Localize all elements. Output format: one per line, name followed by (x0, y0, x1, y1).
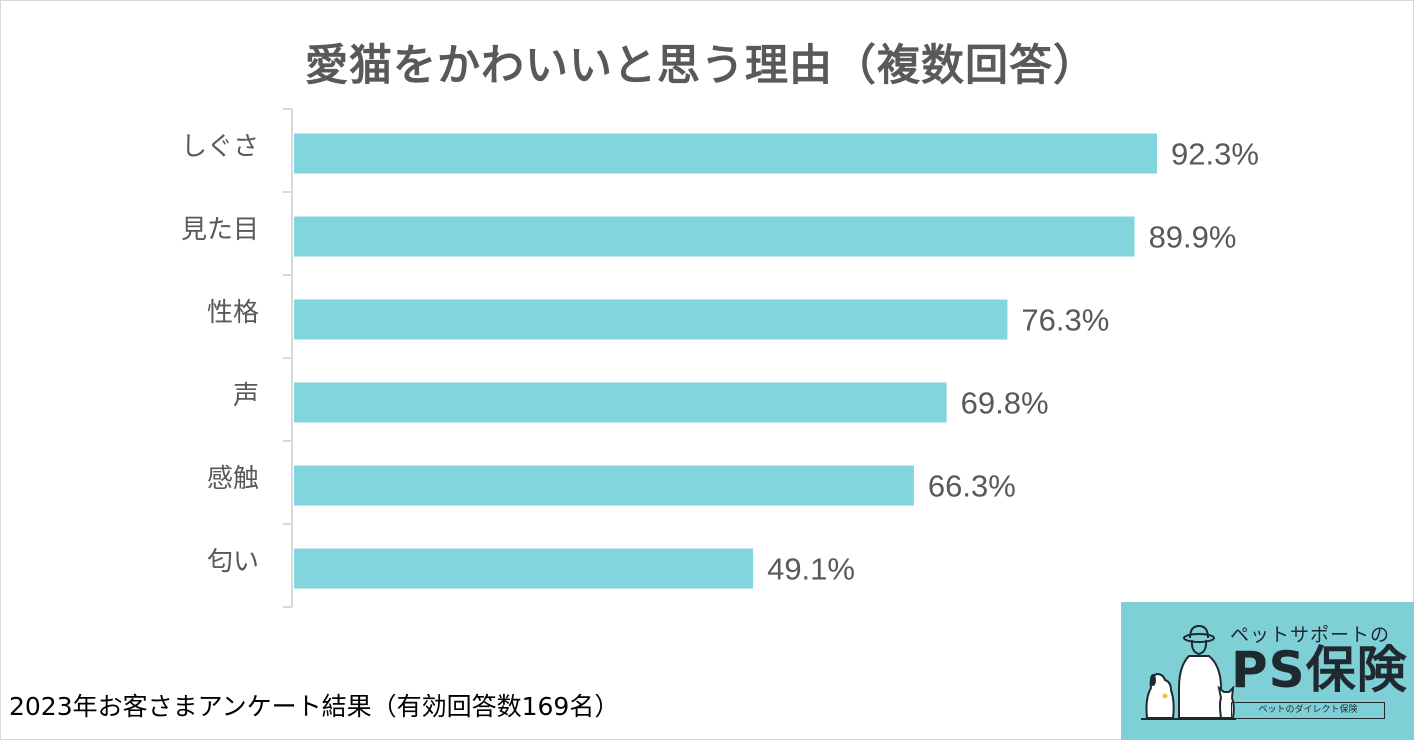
ps-insurance-logo: ペットサポートの PS保険 ペットのダイレクト保険 (1121, 602, 1414, 740)
data-label: 89.9% (1149, 220, 1237, 255)
pet-owner-illustration-icon (1141, 624, 1236, 720)
category-label: 性格 (207, 298, 259, 328)
logo-subline: ペットのダイレクト保険 (1231, 702, 1385, 719)
category-label: 声 (233, 381, 259, 411)
bar (294, 133, 1158, 174)
data-label: 66.3% (928, 469, 1016, 504)
category-label: 見た目 (181, 215, 259, 245)
logo-tagline: ペットサポートの (1230, 624, 1391, 646)
chart-title: 愛猫をかわいいと思う理由（複数回答） (305, 41, 1097, 91)
category-label: しぐさ (181, 132, 259, 162)
bar (294, 465, 914, 506)
data-label: 49.1% (767, 552, 855, 587)
survey-footnote: 2023年お客さまアンケート結果（有効回答数169名） (9, 692, 620, 721)
bar (294, 299, 1008, 340)
bar (294, 216, 1135, 257)
data-label: 76.3% (1021, 303, 1109, 338)
logo-name: PS保険 (1231, 641, 1408, 699)
data-label: 69.8% (961, 386, 1049, 421)
bar (294, 382, 947, 423)
data-label: 92.3% (1171, 137, 1259, 172)
category-label: 匂い (207, 547, 259, 577)
category-label: 感触 (207, 464, 259, 494)
bar (294, 548, 754, 589)
